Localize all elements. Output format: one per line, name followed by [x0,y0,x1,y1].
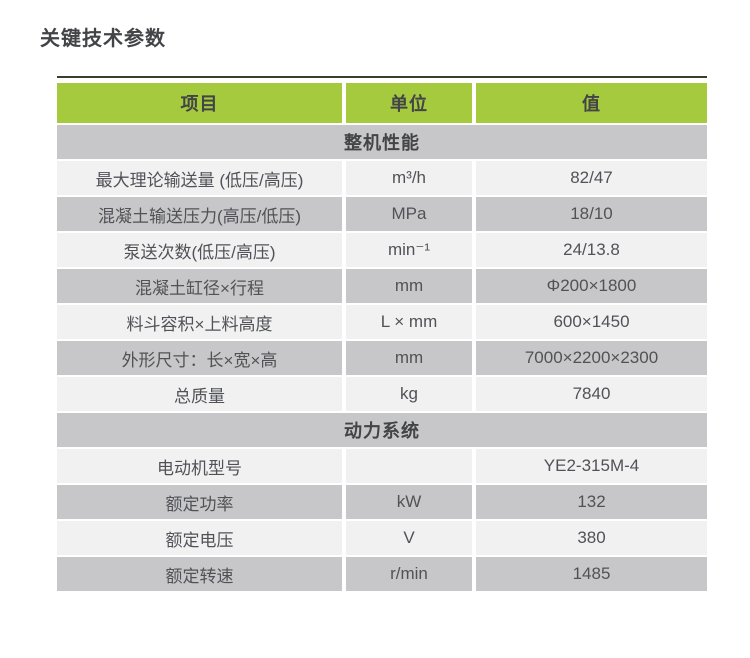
row-value-cell: 600×1450 [476,305,707,339]
row-item-cell: 混凝土缸径×行程 [57,269,342,303]
row-unit-cell: m³/h [346,161,472,195]
row-item-cell: 额定功率 [57,485,342,519]
row-unit-cell [346,449,472,483]
row-value-cell: 7840 [476,377,707,411]
row-item-cell: 外形尺寸：长×宽×高 [57,341,342,375]
row-item-cell: 最大理论输送量 (低压/高压) [57,161,342,195]
row-item-cell: 电动机型号 [57,449,342,483]
row-unit-cell: min⁻¹ [346,233,472,267]
row-unit-cell: L × mm [346,305,472,339]
table-top-rule [57,76,707,78]
row-value-cell: 82/47 [476,161,707,195]
row-unit-cell: r/min [346,557,472,591]
row-unit-cell: kg [346,377,472,411]
row-value-cell: 1485 [476,557,707,591]
row-value-cell: Φ200×1800 [476,269,707,303]
row-value-cell: 380 [476,521,707,555]
column-header-unit: 单位 [346,83,472,123]
spec-table: 项目 单位 值 整机性能 最大理论输送量 (低压/高压) m³/h 82/47 混凝土输… [57,83,707,591]
row-item-cell: 混凝土输送压力(高压/低压) [57,197,342,231]
row-value-cell: 132 [476,485,707,519]
row-item-cell: 泵送次数(低压/高压) [57,233,342,267]
row-value-cell: 24/13.8 [476,233,707,267]
row-unit-cell: kW [346,485,472,519]
row-item-cell: 额定电压 [57,521,342,555]
row-unit-cell: MPa [346,197,472,231]
section-header: 动力系统 [57,413,707,447]
row-item-cell: 总质量 [57,377,342,411]
row-item-cell: 料斗容积×上料高度 [57,305,342,339]
section-header: 整机性能 [57,125,707,159]
column-header-value: 值 [476,83,707,123]
row-value-cell: 18/10 [476,197,707,231]
row-value-cell: 7000×2200×2300 [476,341,707,375]
row-unit-cell: mm [346,269,472,303]
row-item-cell: 额定转速 [57,557,342,591]
column-header-item: 项目 [57,83,342,123]
row-unit-cell: mm [346,341,472,375]
row-unit-cell: V [346,521,472,555]
row-value-cell: YE2-315M-4 [476,449,707,483]
page-title: 关键技术参数 [40,28,166,50]
